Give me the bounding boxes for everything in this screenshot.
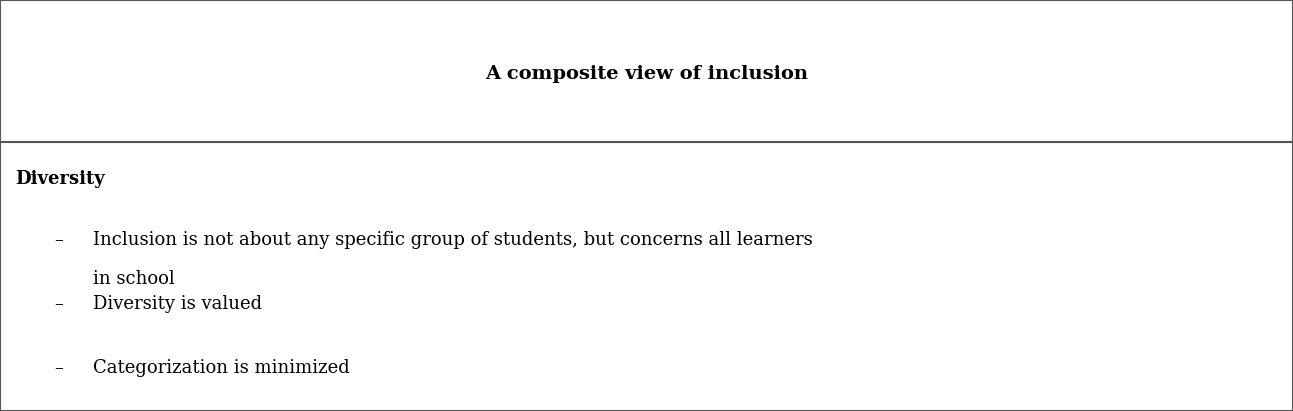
Text: –: – (54, 359, 63, 377)
Text: in school: in school (93, 270, 175, 289)
Text: Inclusion is not about any specific group of students, but concerns all learners: Inclusion is not about any specific grou… (93, 231, 813, 249)
Text: Diversity is valued: Diversity is valued (93, 295, 262, 313)
Text: –: – (54, 295, 63, 313)
Text: –: – (54, 231, 63, 249)
Text: Categorization is minimized: Categorization is minimized (93, 359, 350, 377)
Text: A composite view of inclusion: A composite view of inclusion (485, 65, 808, 83)
Text: Diversity: Diversity (16, 170, 105, 188)
